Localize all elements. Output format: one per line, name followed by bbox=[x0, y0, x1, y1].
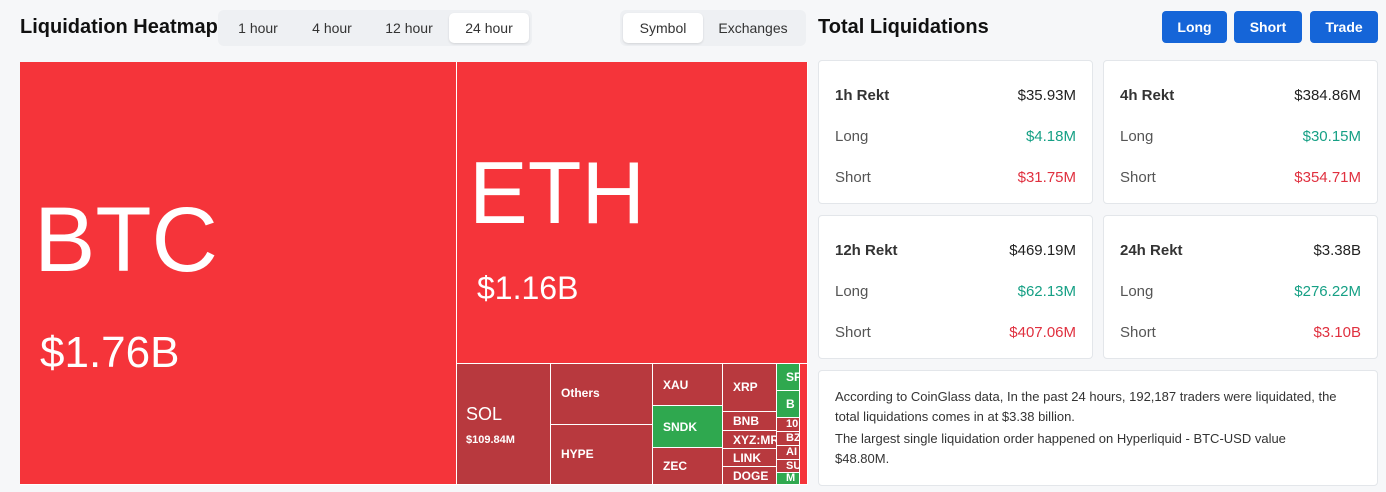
tile-symbol: SOL bbox=[466, 404, 503, 424]
tile-symbol: SU bbox=[786, 460, 800, 472]
tab-4-hour[interactable]: 4 hour bbox=[312, 20, 352, 36]
tile-sndk[interactable]: SNDK bbox=[653, 406, 723, 448]
short-value: $31.75M bbox=[1017, 169, 1076, 186]
short-label: Short bbox=[835, 169, 871, 186]
card-label: 1h Rekt bbox=[835, 87, 890, 104]
tile-value: $1.76B bbox=[40, 328, 180, 377]
long-value: $4.18M bbox=[1025, 128, 1076, 145]
summary-line: $48.80M. bbox=[835, 451, 890, 466]
tile-hype[interactable]: HYPE bbox=[551, 425, 653, 485]
short-label: Short bbox=[1120, 324, 1156, 341]
tile-symbol: HYPE bbox=[561, 447, 594, 461]
tile-symbol: XAU bbox=[663, 378, 689, 392]
card-total: $469.19M bbox=[1009, 242, 1076, 259]
tile-sol[interactable]: SOL $109.84M bbox=[457, 364, 551, 485]
tile-link[interactable]: LINK bbox=[723, 449, 777, 467]
tile-symbol: BNB bbox=[733, 414, 759, 428]
tile-btc[interactable]: BTC $1.76B bbox=[20, 62, 457, 485]
tile-symbol: AI bbox=[786, 446, 797, 458]
card-total: $3.38B bbox=[1313, 242, 1361, 259]
long-label: Long bbox=[1120, 128, 1154, 145]
tile-symbol: LINK bbox=[733, 451, 761, 465]
tile-sp[interactable]: SP bbox=[777, 364, 800, 391]
short-value: $3.10B bbox=[1313, 324, 1361, 341]
card-label: 4h Rekt bbox=[1120, 87, 1175, 104]
tile-xyz-mr[interactable]: XYZ:MR bbox=[723, 431, 777, 449]
long-value: $30.15M bbox=[1302, 128, 1361, 145]
tile-value: $1.16B bbox=[477, 270, 579, 306]
long-button[interactable]: Long bbox=[1162, 11, 1227, 43]
card-12h-rekt: 12h Rekt $469.19M Long $62.13M Short $40… bbox=[818, 215, 1093, 359]
tile-others[interactable]: Others bbox=[551, 364, 653, 425]
tile-symbol: Others bbox=[561, 386, 600, 400]
short-label: Short bbox=[835, 324, 871, 341]
short-value: $407.06M bbox=[1009, 324, 1076, 341]
tile-symbol: ZEC bbox=[663, 459, 687, 473]
tile-xau[interactable]: XAU bbox=[653, 364, 723, 406]
heatmap-title: Liquidation Heatmap bbox=[20, 16, 218, 38]
tile-xrp[interactable]: XRP bbox=[723, 364, 777, 412]
tile-symbol: ETH bbox=[469, 143, 645, 242]
card-label: 24h Rekt bbox=[1120, 242, 1183, 259]
tile-m[interactable]: M bbox=[777, 473, 800, 485]
short-value: $354.71M bbox=[1294, 169, 1361, 186]
tab-1-hour[interactable]: 1 hour bbox=[238, 20, 278, 36]
tile-symbol: M bbox=[786, 473, 796, 484]
liquidation-heatmap: BTC $1.76B ETH $1.16B SOL $109.84M Other… bbox=[20, 62, 808, 485]
total-liquidations-title: Total Liquidations bbox=[818, 16, 989, 38]
short-button[interactable]: Short bbox=[1234, 11, 1302, 43]
tile-su[interactable]: SU bbox=[777, 460, 800, 473]
tile-symbol: B bbox=[786, 397, 795, 411]
card-4h-rekt: 4h Rekt $384.86M Long $30.15M Short $354… bbox=[1103, 60, 1378, 204]
tab-exchanges[interactable]: Exchanges bbox=[718, 20, 788, 36]
tile-10[interactable]: 10 bbox=[777, 418, 800, 432]
tile-symbol: BZ bbox=[786, 432, 800, 444]
tile-symbol: 10 bbox=[786, 418, 799, 430]
tab-12-hour[interactable]: 12 hour bbox=[385, 20, 433, 36]
liquidation-summary: According to CoinGlass data, In the past… bbox=[818, 370, 1378, 486]
summary-line: The largest single liquidation order hap… bbox=[835, 431, 1286, 446]
tile-value: $109.84M bbox=[466, 434, 515, 446]
tile-bnb[interactable]: BNB bbox=[723, 412, 777, 431]
summary-line: total liquidations comes in at $3.38 bil… bbox=[835, 409, 1075, 424]
tab-24-hour[interactable]: 24 hour bbox=[449, 13, 529, 43]
tile-b[interactable]: B bbox=[777, 391, 800, 418]
tile-symbol: XYZ:MR bbox=[733, 433, 777, 447]
tile-symbol: SP bbox=[786, 370, 799, 384]
long-label: Long bbox=[835, 283, 869, 300]
long-label: Long bbox=[835, 128, 869, 145]
time-range-tabs: 1 hour 4 hour 12 hour 24 hour bbox=[218, 10, 532, 46]
tile-ai[interactable]: AI bbox=[777, 446, 800, 460]
long-value: $276.22M bbox=[1294, 283, 1361, 300]
trade-button[interactable]: Trade bbox=[1310, 11, 1378, 43]
tile-bz[interactable]: BZ bbox=[777, 432, 800, 446]
short-label: Short bbox=[1120, 169, 1156, 186]
card-total: $384.86M bbox=[1294, 87, 1361, 104]
tile-tiny[interactable] bbox=[800, 364, 808, 485]
card-label: 12h Rekt bbox=[835, 242, 898, 259]
card-24h-rekt: 24h Rekt $3.38B Long $276.22M Short $3.1… bbox=[1103, 215, 1378, 359]
tile-doge[interactable]: DOGE bbox=[723, 467, 777, 485]
tile-symbol: BTC bbox=[34, 189, 218, 291]
tile-eth[interactable]: ETH $1.16B bbox=[457, 62, 808, 364]
long-value: $62.13M bbox=[1017, 283, 1076, 300]
card-total: $35.93M bbox=[1017, 87, 1076, 104]
tile-symbol: XRP bbox=[733, 380, 758, 394]
summary-line: According to CoinGlass data, In the past… bbox=[835, 389, 1337, 404]
tile-zec[interactable]: ZEC bbox=[653, 448, 723, 485]
tile-symbol: DOGE bbox=[733, 469, 769, 483]
tile-symbol: SNDK bbox=[663, 420, 698, 434]
view-mode-tabs: Symbol Exchanges bbox=[620, 10, 806, 46]
tab-symbol[interactable]: Symbol bbox=[623, 13, 703, 43]
card-1h-rekt: 1h Rekt $35.93M Long $4.18M Short $31.75… bbox=[818, 60, 1093, 204]
long-label: Long bbox=[1120, 283, 1154, 300]
